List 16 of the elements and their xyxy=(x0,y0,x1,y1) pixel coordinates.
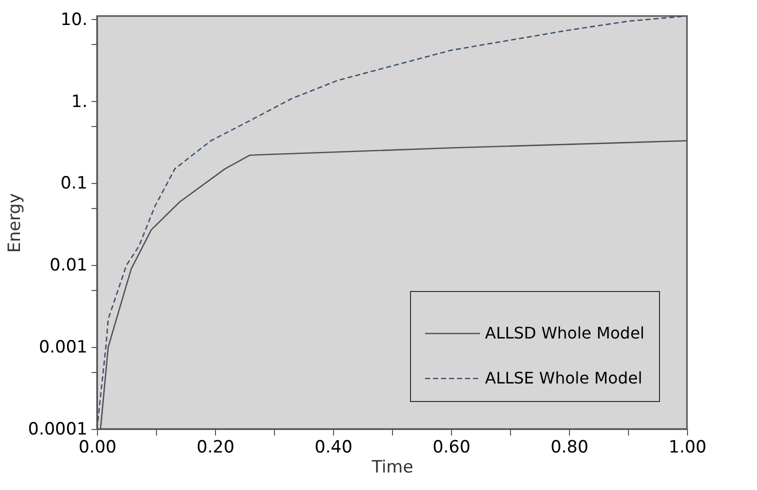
x-axis-title: Time xyxy=(370,458,414,478)
y-tick-label: 1. xyxy=(71,92,88,112)
x-tick-label: 0.40 xyxy=(314,438,352,458)
y-tick-label: 0.0001 xyxy=(28,420,88,440)
x-tick-label: 1.00 xyxy=(668,438,706,458)
legend-label: ALLSD Whole Model xyxy=(485,324,644,342)
y-tick-label: 10. xyxy=(60,10,88,30)
legend-label: ALLSE Whole Model xyxy=(485,368,642,388)
y-tick-label: 0.01 xyxy=(50,256,88,276)
x-tick-label: 0.60 xyxy=(432,438,470,458)
x-tick-label: 0.20 xyxy=(196,438,234,458)
y-tick-label: 0.001 xyxy=(38,338,88,358)
x-tick-label: 0.80 xyxy=(550,438,588,458)
x-tick-label: 0.00 xyxy=(78,438,116,458)
y-axis-title: Energy xyxy=(5,193,26,253)
y-tick-label: 0.1 xyxy=(60,174,88,194)
